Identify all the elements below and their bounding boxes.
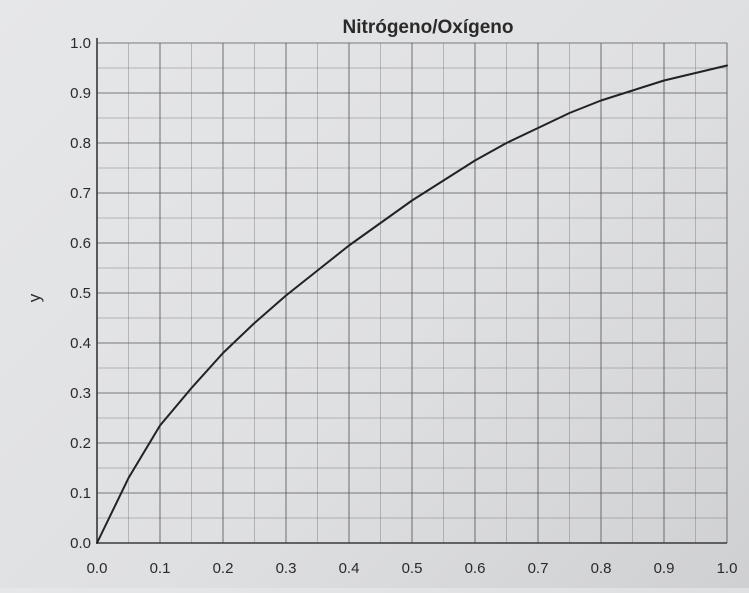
y-tick-label: 0.7 <box>70 185 91 202</box>
y-tick-label: 0.4 <box>70 335 91 352</box>
x-tick-label: 0.2 <box>213 560 234 577</box>
series-line-group <box>96 64 728 544</box>
x-tick-label: 1.0 <box>717 560 738 577</box>
y-tick-label: 0.9 <box>70 85 91 102</box>
chart-title: Nitrógeno/Oxígeno <box>343 17 514 38</box>
y-tick-label: 0.8 <box>70 135 91 152</box>
grid <box>96 42 728 544</box>
x-tick-label: 0.4 <box>339 560 360 577</box>
y-tick-label: 0.2 <box>70 435 91 452</box>
y-tick-label: 0.5 <box>70 285 91 302</box>
y-tick-label: 0.6 <box>70 235 91 252</box>
x-tick-label: 0.9 <box>654 560 675 577</box>
x-tick-label: 0.7 <box>528 560 549 577</box>
x-tick-label: 0.1 <box>150 560 171 577</box>
axes <box>96 38 727 544</box>
x-tick-label: 0.6 <box>465 560 486 577</box>
x-tick-label: 0.3 <box>276 560 297 577</box>
x-tick-label: 0.5 <box>402 560 423 577</box>
series-line <box>96 64 728 544</box>
x-tick-label: 0.8 <box>591 560 612 577</box>
y-axis-label: y <box>25 293 44 302</box>
x-tick-label: 0.0 <box>87 560 108 577</box>
y-tick-label: 1.0 <box>70 35 91 52</box>
tick-labels: 0.0 0.1 0.2 0.3 0.4 0.5 0.6 0.7 0.8 0.9 1.0 0.0 0.1 0… <box>70 35 737 577</box>
y-tick-label: 0.0 <box>70 535 91 552</box>
y-tick-label: 0.1 <box>70 485 91 502</box>
y-tick-label: 0.3 <box>70 385 91 402</box>
